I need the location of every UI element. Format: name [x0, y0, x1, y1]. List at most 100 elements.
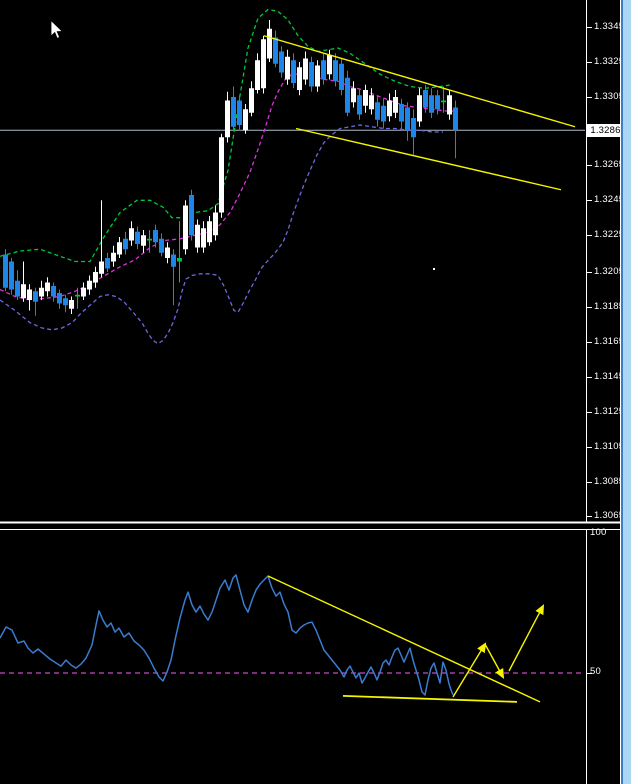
- candle: [339, 58, 344, 96]
- candle: [9, 258, 14, 295]
- candle-body: [393, 97, 398, 113]
- candle-body: [441, 100, 446, 103]
- candle: [453, 100, 458, 159]
- candle: [261, 35, 266, 94]
- candle-body: [111, 252, 116, 262]
- candle: [75, 287, 80, 309]
- candle-body: [231, 97, 236, 127]
- window-edge-highlight: [620, 0, 621, 784]
- candle-body: [387, 100, 392, 117]
- candle-body: [303, 58, 308, 80]
- price-axis-label: 1.3125: [594, 406, 625, 417]
- candle: [231, 86, 236, 131]
- candle: [219, 133, 224, 218]
- candle: [183, 200, 188, 255]
- candle-body: [39, 287, 44, 297]
- price-axis-label: 1.3265: [594, 159, 625, 170]
- candle-body: [423, 90, 428, 108]
- candle: [105, 252, 110, 272]
- candle-body: [309, 62, 314, 87]
- candle: [249, 81, 254, 117]
- candle-body: [177, 258, 182, 262]
- candle-body: [219, 137, 224, 213]
- main-chart-area[interactable]: [0, 8, 585, 345]
- candle-body: [75, 294, 80, 297]
- candle-body: [411, 118, 416, 138]
- candle: [93, 266, 98, 288]
- candle-body: [447, 95, 452, 115]
- candle: [81, 282, 86, 300]
- projection-arrow[interactable]: [452, 642, 487, 698]
- candle-body: [351, 88, 356, 103]
- price-axis-label: 1.3325: [594, 56, 625, 67]
- channel-trendline[interactable]: [295, 127, 562, 191]
- candle: [393, 90, 398, 118]
- candle-body: [135, 231, 140, 244]
- candle-body: [99, 261, 104, 274]
- projection-arrow[interactable]: [484, 643, 505, 679]
- candle: [153, 224, 158, 248]
- indicator-trendline[interactable]: [267, 575, 541, 703]
- candle-body: [249, 88, 254, 113]
- candle: [417, 88, 422, 127]
- candle: [273, 30, 278, 68]
- projection-arrow[interactable]: [508, 604, 545, 672]
- candle: [15, 270, 20, 300]
- candle: [147, 230, 152, 253]
- candle-body: [261, 39, 266, 89]
- candle-body: [405, 107, 410, 131]
- candle-body: [375, 102, 380, 120]
- candle-body: [141, 235, 146, 246]
- candle: [441, 86, 446, 113]
- candle: [111, 245, 116, 267]
- candle: [159, 233, 164, 257]
- candle-body: [279, 51, 284, 73]
- candle: [213, 205, 218, 241]
- candle: [21, 261, 26, 302]
- candle-body: [333, 60, 338, 82]
- candle: [411, 109, 416, 155]
- candle-body: [183, 205, 188, 250]
- candle-body: [105, 258, 110, 269]
- candle-body: [291, 60, 296, 83]
- candle-body: [297, 67, 302, 90]
- candle-body: [345, 77, 350, 113]
- candle-body: [267, 28, 272, 59]
- indicator-scale-label-50: 50: [590, 666, 601, 677]
- candle-body: [417, 95, 422, 122]
- candle-body: [255, 60, 260, 90]
- candle: [279, 46, 284, 78]
- candle: [315, 60, 320, 92]
- candle: [429, 88, 434, 118]
- candle: [3, 249, 8, 292]
- indicator-scale-label-100: 100: [590, 527, 607, 538]
- candle: [291, 53, 296, 89]
- pixel-dot: [433, 268, 435, 270]
- candle-body: [357, 95, 362, 115]
- price-axis-label: 1.3305: [594, 91, 625, 102]
- candle-body: [321, 60, 326, 80]
- channel-trendline[interactable]: [263, 35, 576, 128]
- indicator-support-line[interactable]: [342, 694, 518, 703]
- candle: [57, 289, 62, 309]
- price-axis-label: 1.3185: [594, 301, 625, 312]
- candle-body: [93, 272, 98, 283]
- candle-body: [27, 289, 32, 300]
- candle: [63, 294, 68, 313]
- candle: [237, 95, 242, 131]
- candle: [123, 231, 128, 255]
- candle: [381, 98, 386, 129]
- indicator-chart-area[interactable]: [0, 574, 585, 703]
- candle-body: [339, 63, 344, 90]
- candle: [255, 53, 260, 94]
- candle-body: [33, 291, 38, 302]
- candle: [69, 296, 74, 314]
- candle: [87, 275, 92, 295]
- candle-body: [123, 238, 128, 250]
- current-price-badge: 1.3286: [587, 123, 624, 137]
- candle-body: [327, 55, 332, 75]
- candle: [369, 88, 374, 115]
